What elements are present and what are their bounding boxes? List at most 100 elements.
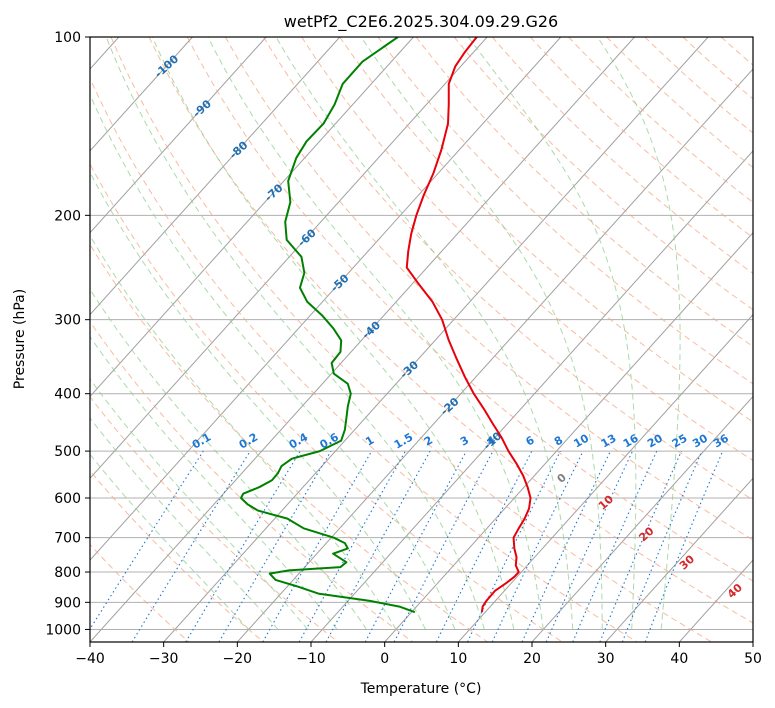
mixing-ratio-label: 6 <box>523 433 536 448</box>
isotherm-line <box>163 37 709 642</box>
isotherm-label: -100 <box>152 52 181 80</box>
isotherm-line <box>310 150 753 642</box>
dry-adiabat <box>720 37 753 66</box>
dry-adiabat <box>90 77 638 642</box>
moist-adiabat <box>90 417 279 630</box>
dry-adiabat <box>224 37 753 541</box>
isotherm-line <box>90 37 267 234</box>
chart-title: wetPf2_C2E6.2025.304.09.29.G26 <box>284 12 558 32</box>
dry-adiabat <box>644 37 753 134</box>
moist-adiabat <box>90 288 367 630</box>
y-tick-label: 400 <box>54 387 81 403</box>
dry-adiabat <box>301 37 753 462</box>
isotherm-line <box>90 37 193 152</box>
isotherm-line <box>752 641 753 642</box>
mixing-ratio-line <box>131 450 251 642</box>
dry-adiabat <box>90 320 414 642</box>
mixing-ratio-line <box>262 450 373 642</box>
x-tick-label: −20 <box>223 651 253 667</box>
mixing-ratio-label: 20 <box>645 431 665 450</box>
x-tick-label: −10 <box>296 651 326 667</box>
dry-adiabat <box>453 37 753 311</box>
isotherm-line <box>236 68 753 642</box>
mixing-ratio-label: 8 <box>552 434 565 449</box>
y-tick-label: 200 <box>54 208 81 224</box>
isotherm-line <box>457 313 753 642</box>
y-tick-label: 500 <box>54 444 81 460</box>
mixing-ratio-label: 1 <box>363 434 376 449</box>
y-tick-label: 800 <box>54 565 81 581</box>
moist-adiabat <box>360 37 603 630</box>
temperature-profile-line <box>405 37 532 613</box>
moist-adiabat <box>151 37 515 630</box>
x-tick-label: 20 <box>523 651 541 667</box>
y-tick-label: 600 <box>54 491 81 507</box>
dry-adiabat <box>90 396 339 642</box>
mixing-ratio-label: 36 <box>711 431 731 450</box>
moist-adiabat <box>90 93 456 630</box>
mixing-ratio-label: 10 <box>571 431 591 450</box>
dry-adiabat <box>263 37 753 501</box>
isotherm-line <box>90 37 562 561</box>
dry-adiabat <box>415 37 753 348</box>
mixing-ratio-label: 0.1 <box>190 431 213 452</box>
dry-adiabat-label: 10 <box>596 492 616 512</box>
x-tick-label: 50 <box>744 651 762 667</box>
dewpoint-profile-line <box>240 37 416 614</box>
dry-adiabat <box>186 37 753 582</box>
isotherm-line <box>90 37 341 316</box>
mixing-ratio-line <box>90 450 204 630</box>
x-tick-label: −40 <box>75 651 105 667</box>
dry-adiabat <box>148 37 753 624</box>
mixing-ratio-line <box>185 450 301 642</box>
y-tick-label: 900 <box>54 595 81 611</box>
dry-adiabat <box>606 37 753 169</box>
dry-adiabat-label: 0 <box>555 471 570 486</box>
moist-adiabat <box>90 453 249 630</box>
mixing-ratio-label: 3 <box>458 434 471 449</box>
y-tick-label: 300 <box>54 313 81 329</box>
isotherm-line <box>678 559 753 642</box>
mixing-ratio-line <box>599 450 682 642</box>
y-tick-label: 100 <box>54 30 81 46</box>
series-lines <box>240 37 532 614</box>
dry-adiabat <box>339 37 753 423</box>
mixing-ratio-line <box>621 450 703 642</box>
mixing-ratio-line <box>521 450 611 642</box>
mixing-ratio-label: 16 <box>621 431 641 450</box>
mixing-ratio-label: 13 <box>599 432 619 451</box>
isotherm-line <box>605 477 753 642</box>
moist-adiabat <box>597 37 681 630</box>
mixing-ratio-label: 0.4 <box>287 430 311 451</box>
dry-adiabat-label: 40 <box>725 581 745 601</box>
mixing-ratio-line <box>325 450 431 642</box>
dry-adiabat-label: 20 <box>636 524 656 544</box>
y-axis-title: Pressure (hPa) <box>12 289 28 389</box>
x-tick-label: 0 <box>380 651 389 667</box>
dry-adiabat-label: 30 <box>677 552 697 572</box>
mixing-ratio-line <box>491 450 584 642</box>
mixing-ratio-line <box>467 450 561 642</box>
x-tick-label: 10 <box>449 651 467 667</box>
moist-adiabat <box>467 37 637 630</box>
mixing-ratio-line <box>298 450 406 642</box>
isotherm-labels: 0.1 0.2 0.4 0.6 1 1.5 2 3 4 6 8 10 13 16 20 25 30 36-100-… <box>152 52 745 601</box>
y-tick-label: 700 <box>54 531 81 547</box>
mixing-ratio-line <box>572 450 658 642</box>
isotherm-line <box>531 395 753 642</box>
mixing-ratio-line <box>218 450 332 642</box>
dry-adiabat <box>110 37 713 642</box>
x-tick-label: 40 <box>670 651 688 667</box>
x-tick-label: 30 <box>597 651 615 667</box>
moist-adiabat <box>105 37 485 630</box>
moist-adiabat <box>90 378 308 630</box>
dry-adiabat <box>568 37 753 203</box>
y-axis: 100 200 300 400 500 600 700 800 900 1000 <box>45 30 90 638</box>
mixing-ratio-label: 2 <box>422 434 435 449</box>
background-lines <box>90 37 753 642</box>
moist-adiabat <box>90 171 426 630</box>
plot-frame <box>89 36 754 643</box>
isotherm-line <box>90 37 414 398</box>
dry-adiabat <box>90 470 264 642</box>
